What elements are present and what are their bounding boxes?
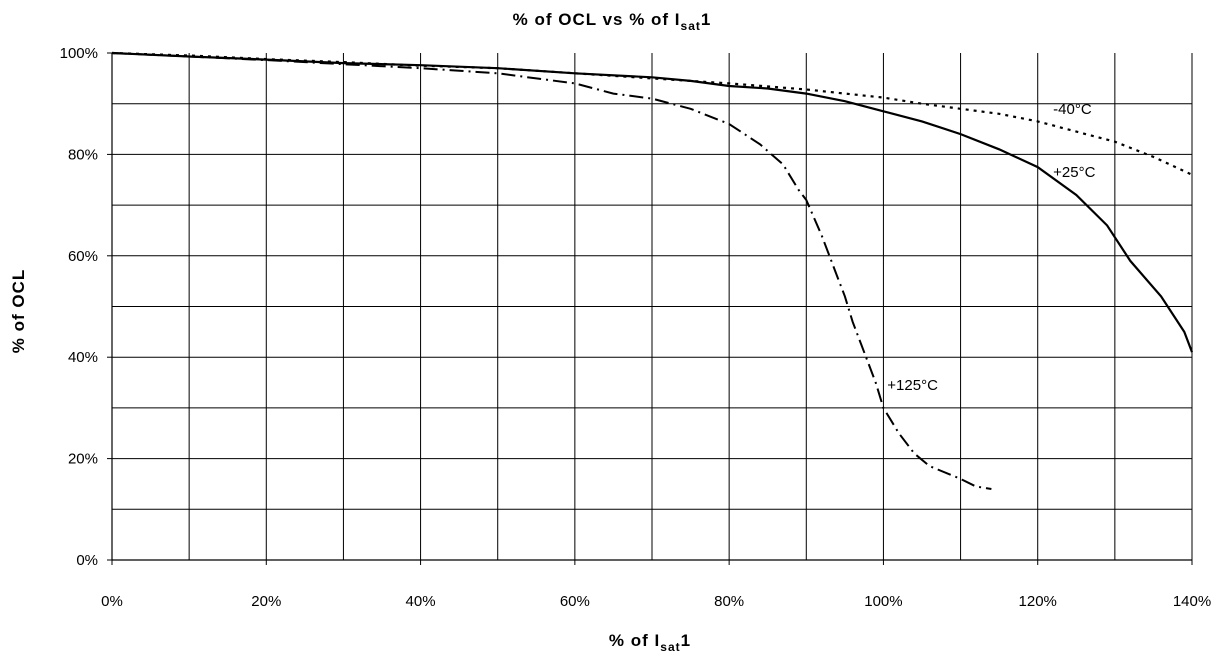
x-tick-label: 0% <box>101 593 123 610</box>
y-tick-label: 40% <box>68 349 98 366</box>
x-tick-label: 60% <box>560 593 590 610</box>
x-tick-label: 140% <box>1173 593 1211 610</box>
x-tick-label: 100% <box>864 593 902 610</box>
series-label-125-c: +125°C <box>887 377 938 394</box>
y-tick-label: 0% <box>76 552 98 569</box>
x-axis-title-suffix: 1 <box>681 631 691 650</box>
series-line-25-c <box>111 51 1194 353</box>
x-tick-label: 40% <box>406 593 436 610</box>
tick-labels: 0% 20% 40% 60% 80% 100% 0% 20% 40% 60% 80% 100% 120%… <box>60 45 1212 610</box>
x-axis-title: % of Isat1 <box>609 631 691 654</box>
series-label-40-c: -40°C <box>1053 101 1092 118</box>
x-tick-label: 120% <box>1019 593 1057 610</box>
x-tick-label: 20% <box>251 593 281 610</box>
axes <box>107 52 1193 565</box>
chart-title-main: % of OCL vs % of I <box>513 10 681 29</box>
y-tick-label: 100% <box>60 45 98 62</box>
chart-title: % of OCL vs % of Isat1 <box>513 10 712 33</box>
chart-title-suffix: 1 <box>701 10 711 29</box>
x-axis-title-subscript: sat <box>660 640 680 654</box>
series-line-125-c <box>111 52 992 490</box>
x-tick-label: 80% <box>714 593 744 610</box>
grid <box>112 53 1193 560</box>
y-tick-label: 20% <box>68 451 98 468</box>
series-layer <box>111 51 1194 490</box>
y-axis-title: % of OCL <box>9 269 28 354</box>
series-annotations: -40°C +25°C +125°C <box>887 101 1095 394</box>
chart-title-subscript: sat <box>681 19 701 33</box>
y-tick-label: 60% <box>68 248 98 265</box>
series-label-25-c: +25°C <box>1053 164 1095 181</box>
series-line-40-c <box>111 51 1193 176</box>
y-tick-label: 80% <box>68 146 98 163</box>
x-axis-title-main: % of I <box>609 631 660 650</box>
